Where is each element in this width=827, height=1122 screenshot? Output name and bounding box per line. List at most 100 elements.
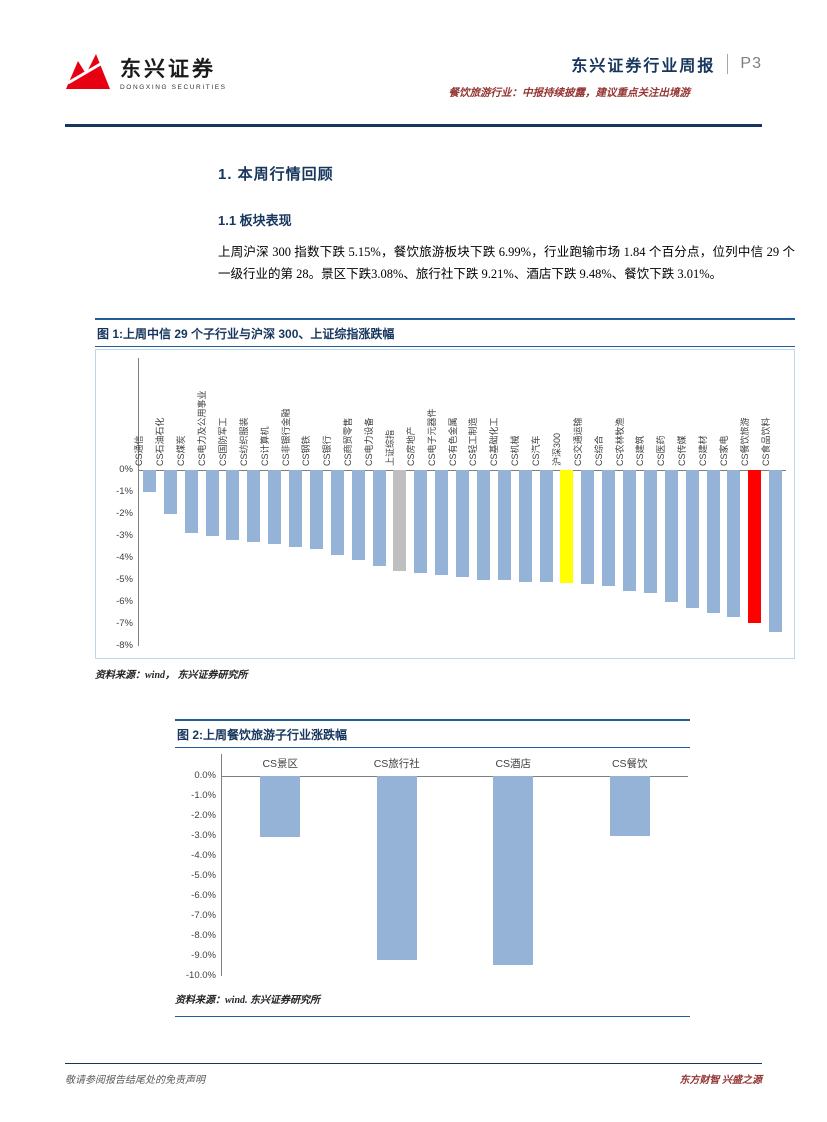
bar-CS建筑 bbox=[643, 469, 657, 593]
category-column: CS电力设备 bbox=[364, 358, 390, 646]
category-label: CS食品饮料 bbox=[760, 416, 771, 466]
bar-CS食品饮料 bbox=[769, 469, 783, 633]
report-header: 东兴证券 DONGXING SECURITIES 东兴证券行业周报 P3 餐饮旅… bbox=[65, 52, 762, 100]
bar-CS交通运输 bbox=[581, 469, 595, 584]
bar-CS石油石化 bbox=[163, 469, 177, 514]
figure-2-chart: 0.0% -1.0% -2.0% -3.0% -4.0% -5.0% -6.0% -7.0% -… bbox=[175, 753, 690, 984]
plot-area: CS通信 CS石油石化 CS煤炭 CS电力及公用事业 CS国防军工 CS纺织服装 CS计算机… bbox=[134, 358, 786, 646]
report-title: 东兴证券行业周报 bbox=[571, 58, 716, 75]
category-column: CS轻工制造 bbox=[468, 358, 494, 646]
logo-name-cn: 东兴证券 bbox=[120, 58, 216, 81]
y-axis-tick-label: -8.0% bbox=[191, 929, 216, 941]
bar-CS纺织服装 bbox=[247, 469, 261, 543]
y-axis-tick-label: -1% bbox=[116, 485, 133, 497]
category-label: CS建筑 bbox=[635, 434, 646, 466]
bar-CS房地产 bbox=[414, 469, 428, 573]
bar-CS汽车 bbox=[539, 469, 553, 582]
page-number: P3 bbox=[740, 55, 762, 72]
category-label: CS建材 bbox=[698, 434, 709, 466]
y-axis-tick-label: -3.0% bbox=[191, 829, 216, 841]
category-label: CS电力设备 bbox=[364, 416, 375, 466]
category-column: CS综合 bbox=[594, 358, 619, 646]
figure-2: 图 2:上周餐饮旅游子行业涨跌幅 0.0% -1.0% -2.0% -3.0% -4.0… bbox=[175, 718, 690, 1017]
figure-1-source: 资料来源：wind， 东兴证券研究所 bbox=[95, 669, 248, 681]
category-column: 沪深300 bbox=[552, 358, 578, 646]
y-axis-tick-label: -2.0% bbox=[191, 809, 216, 821]
category-label: CS餐饮 bbox=[611, 757, 648, 770]
category-column: CS纺织服装 bbox=[239, 358, 264, 646]
category-label: CS煤炭 bbox=[176, 434, 187, 466]
category-label: CS汽车 bbox=[531, 434, 542, 466]
figure-1-caption: 图 1:上周中信 29 个子行业与沪深 300、上证综指涨跌幅 bbox=[95, 317, 795, 347]
category-label: CS纺织服装 bbox=[238, 416, 249, 466]
category-column: CS房地产 bbox=[406, 358, 431, 646]
category-label: 沪深300 bbox=[551, 432, 562, 466]
y-axis-tick-label: -6% bbox=[116, 595, 133, 607]
category-column: CS食品饮料 bbox=[761, 358, 786, 646]
category-column: CS钢铁 bbox=[301, 358, 327, 646]
bar-CS国防军工 bbox=[226, 469, 240, 540]
category-column: CS医药 bbox=[656, 358, 682, 646]
category-label: CS银行 bbox=[322, 434, 333, 466]
bar-CS银行 bbox=[330, 469, 344, 556]
header-right: 东兴证券行业周报 P3 餐饮旅游行业：中报持续披露，建议重点关注出境游 bbox=[449, 52, 763, 100]
category-label: CS医药 bbox=[656, 434, 667, 466]
logo-name-en: DONGXING SECURITIES bbox=[120, 84, 227, 91]
category-label: CS电力及公用事业 bbox=[197, 389, 208, 466]
category-label: CS家电 bbox=[718, 434, 729, 466]
footer-slogan: 东方财智 兴盛之源 bbox=[679, 1075, 763, 1086]
header-rule bbox=[65, 124, 762, 127]
category-label: CS轻工制造 bbox=[468, 416, 479, 466]
category-column: CS建筑 bbox=[635, 358, 661, 646]
category-label: CS基础化工 bbox=[489, 416, 500, 466]
y-axis-tick-label: -4% bbox=[116, 551, 133, 563]
bar-CS电力设备 bbox=[372, 469, 386, 567]
category-label: CS计算机 bbox=[259, 425, 270, 466]
bar-CS基础化工 bbox=[497, 469, 511, 580]
category-column: CS旅行社 bbox=[339, 754, 456, 976]
figure-2-source: 资料来源：wind. 东兴证券研究所 bbox=[175, 994, 321, 1006]
category-label: CS电子元器件 bbox=[426, 407, 437, 466]
category-column: CS非银行金融 bbox=[281, 358, 306, 646]
bar-CS煤炭 bbox=[184, 469, 198, 534]
title-row: 东兴证券行业周报 P3 bbox=[571, 52, 762, 76]
bar-CS家电 bbox=[727, 469, 741, 617]
y-axis-line bbox=[138, 357, 139, 646]
bar-CS综合 bbox=[602, 469, 616, 587]
category-column: CS电力及公用事业 bbox=[197, 358, 223, 646]
category-label: CS石油石化 bbox=[155, 416, 166, 466]
logo-text: 东兴证券 DONGXING SECURITIES bbox=[120, 58, 227, 91]
category-column: CS家电 bbox=[719, 358, 745, 646]
category-label: CS农林牧渔 bbox=[614, 416, 625, 466]
category-column: 上证综指 bbox=[385, 358, 411, 646]
bar-上证综指 bbox=[393, 469, 407, 571]
bar-CS餐饮旅游 bbox=[748, 469, 762, 624]
report-body: 1. 本周行情回顾 1.1 板块表现 上周沪深 300 指数下跌 5.15%，餐… bbox=[0, 127, 827, 1017]
zero-axis-line bbox=[221, 775, 688, 777]
dongxing-logo: 东兴证券 DONGXING SECURITIES bbox=[65, 52, 227, 97]
category-label: CS景区 bbox=[262, 757, 299, 770]
bar-CS钢铁 bbox=[309, 469, 323, 549]
y-axis-tick-label: -6.0% bbox=[191, 889, 216, 901]
category-label: CS综合 bbox=[593, 434, 604, 466]
category-column: CS有色金属 bbox=[448, 358, 473, 646]
y-axis-tick-label: -9.0% bbox=[191, 949, 216, 961]
category-label: CS房地产 bbox=[405, 425, 416, 466]
category-column: CS建材 bbox=[698, 358, 724, 646]
subsection-title: 1.1 板块表现 bbox=[218, 213, 292, 228]
category-label: CS餐饮旅游 bbox=[739, 416, 750, 466]
bar-CS轻工制造 bbox=[476, 469, 490, 580]
bar-CS通信 bbox=[142, 469, 156, 492]
category-label: 上证综指 bbox=[384, 429, 395, 466]
bar-CS旅行社 bbox=[376, 775, 417, 960]
footer: 敬请参阅报告结尾处的免责声明 东方财智 兴盛之源 bbox=[65, 1063, 762, 1086]
category-column: CS石油石化 bbox=[155, 358, 181, 646]
bar-CS景区 bbox=[260, 775, 301, 838]
figure-1-chart: 0% -1% -2% -3% -4% -5% -6% -7% -8% CS通信 CS石油石化 CS煤炭… bbox=[98, 357, 788, 654]
category-label: CS酒店 bbox=[495, 757, 532, 770]
category-column: CS酒店 bbox=[455, 754, 572, 976]
y-axis-tick-label: -2% bbox=[116, 507, 133, 519]
bar-CS建材 bbox=[706, 469, 720, 613]
body-paragraph: 上周沪深 300 指数下跌 5.15%，餐饮旅游板块下跌 6.99%，行业跑输市… bbox=[218, 245, 795, 282]
